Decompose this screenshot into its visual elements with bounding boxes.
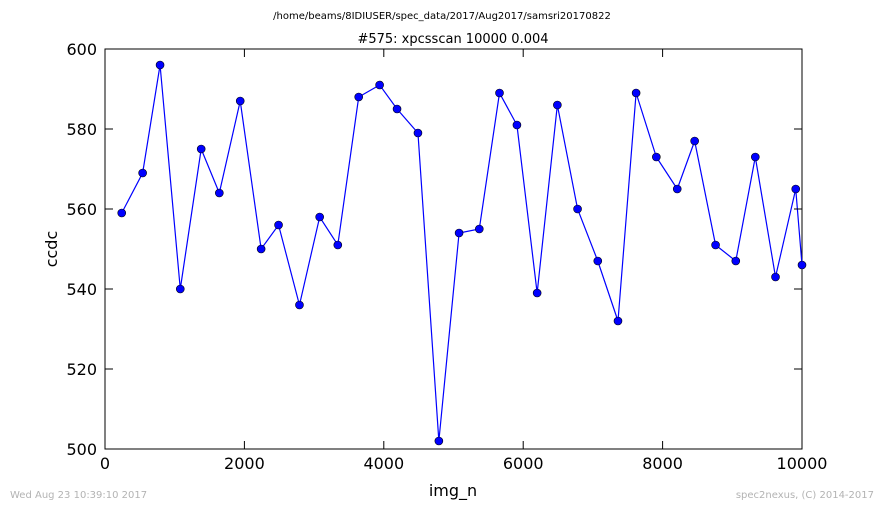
y-tick-label: 580 bbox=[66, 120, 97, 139]
data-point bbox=[413, 128, 423, 138]
chart-title: #575: xpcsscan 10000 0.004 bbox=[357, 32, 548, 47]
plot-area: 0 2000 4000 6000 8000 10000 500 520 540 560 580 600 bbox=[66, 40, 827, 473]
series-layer bbox=[117, 60, 807, 446]
y-tick-label: 540 bbox=[66, 280, 97, 299]
tick-layer: 0 2000 4000 6000 8000 10000 500 520 540 560 580 600 bbox=[66, 40, 827, 473]
data-point bbox=[797, 260, 807, 270]
footer-timestamp: Wed Aug 23 10:39:10 2017 bbox=[10, 490, 147, 501]
data-point bbox=[196, 144, 206, 154]
data-point bbox=[495, 88, 504, 98]
data-point bbox=[315, 212, 324, 222]
data-point bbox=[354, 92, 364, 102]
data-point bbox=[155, 60, 165, 70]
data-point bbox=[392, 104, 402, 114]
data-point bbox=[333, 240, 343, 250]
series-line bbox=[121, 64, 803, 442]
data-point bbox=[631, 88, 641, 98]
y-tick-label: 560 bbox=[66, 200, 97, 219]
y-axis-label: ccdc bbox=[42, 231, 61, 268]
footer-credit: spec2nexus, (C) 2014-2017 bbox=[736, 490, 874, 501]
data-point bbox=[454, 228, 464, 238]
data-point bbox=[274, 220, 283, 230]
data-point bbox=[613, 316, 623, 326]
data-point bbox=[235, 96, 245, 106]
data-point bbox=[532, 288, 542, 298]
data-point bbox=[593, 256, 603, 266]
data-point bbox=[215, 188, 224, 198]
data-point bbox=[295, 300, 304, 310]
plot-frame bbox=[104, 48, 803, 450]
data-point bbox=[434, 436, 444, 446]
data-point bbox=[474, 224, 484, 234]
data-point bbox=[117, 208, 127, 218]
x-axis-label: img_n bbox=[429, 481, 477, 501]
data-point bbox=[375, 80, 384, 90]
x-tick-label: 2000 bbox=[224, 454, 265, 473]
data-point bbox=[751, 152, 760, 162]
data-point bbox=[672, 184, 682, 194]
x-tick-label: 8000 bbox=[642, 454, 683, 473]
data-point bbox=[138, 168, 147, 178]
data-point bbox=[791, 184, 801, 194]
figure-suptitle: /home/beams/8IDIUSER/spec_data/2017/Aug2… bbox=[273, 11, 611, 22]
data-point bbox=[512, 120, 522, 130]
x-tick-label: 6000 bbox=[503, 454, 544, 473]
data-point bbox=[652, 152, 661, 162]
y-tick-label: 500 bbox=[66, 440, 97, 459]
x-tick-label: 4000 bbox=[363, 454, 404, 473]
data-point bbox=[256, 244, 266, 254]
data-point bbox=[731, 256, 741, 266]
data-point bbox=[711, 240, 720, 250]
data-point bbox=[553, 100, 562, 110]
y-tick-label: 600 bbox=[66, 40, 97, 59]
x-tick-label: 10000 bbox=[777, 454, 828, 473]
data-point bbox=[690, 136, 699, 146]
data-point bbox=[771, 272, 780, 282]
data-point bbox=[573, 204, 582, 214]
data-point bbox=[175, 284, 185, 294]
y-tick-label: 520 bbox=[66, 360, 97, 379]
x-tick-label: 0 bbox=[100, 454, 110, 473]
